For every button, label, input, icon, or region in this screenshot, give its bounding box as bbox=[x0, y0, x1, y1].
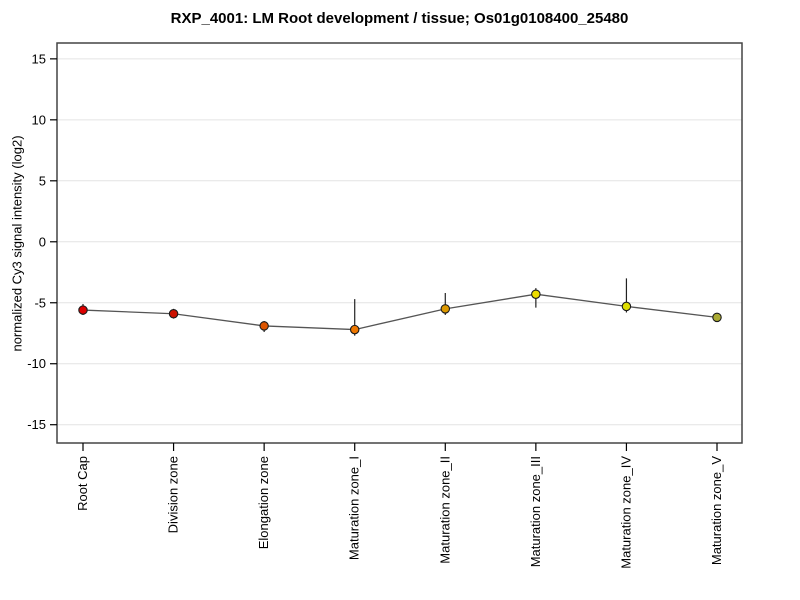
y-tick-label: 10 bbox=[32, 112, 46, 127]
x-tick-label: Root Cap bbox=[75, 456, 90, 511]
y-tick-label: 15 bbox=[32, 51, 46, 66]
y-tick-label: -15 bbox=[27, 417, 46, 432]
x-tick-label: Maturation zone_I bbox=[347, 456, 362, 560]
y-tick-label: 5 bbox=[39, 173, 46, 188]
data-point bbox=[440, 304, 451, 314]
y-tick-label: -10 bbox=[27, 356, 46, 371]
plot-frame bbox=[56, 42, 743, 444]
data-point bbox=[78, 305, 88, 315]
data-point bbox=[259, 321, 269, 331]
data-point bbox=[531, 289, 541, 299]
data-point bbox=[712, 312, 722, 323]
data-point bbox=[621, 301, 632, 312]
y-tick-label: -5 bbox=[34, 295, 46, 310]
x-tick-label: Maturation zone_V bbox=[709, 456, 724, 565]
x-tick-label: Division zone bbox=[166, 456, 181, 533]
chart-title: RXP_4001: LM Root development / tissue; … bbox=[170, 10, 629, 27]
x-tick-label: Maturation zone_IV bbox=[618, 456, 633, 569]
data-point bbox=[168, 308, 179, 319]
x-tick-label: Maturation zone_III bbox=[528, 456, 543, 567]
data-point bbox=[349, 324, 360, 335]
y-tick-label: 0 bbox=[39, 234, 46, 249]
x-tick-label: Elongation zone bbox=[256, 456, 271, 549]
x-tick-label: Maturation zone_II bbox=[437, 456, 452, 564]
series-line bbox=[82, 293, 718, 331]
